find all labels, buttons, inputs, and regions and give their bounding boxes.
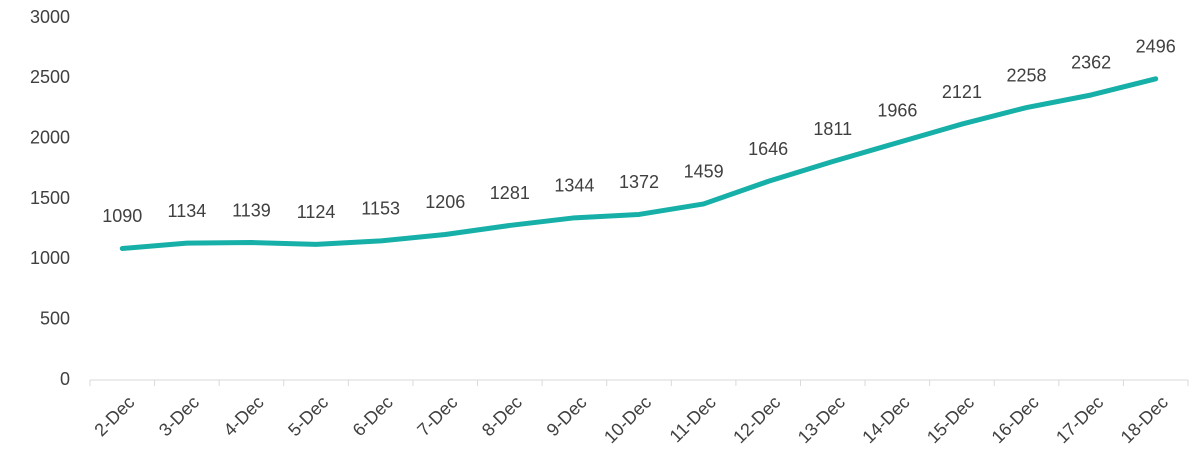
data-label: 2258 bbox=[1007, 65, 1047, 85]
x-tick-label: 10-Dec bbox=[600, 392, 655, 447]
data-label: 1134 bbox=[168, 201, 207, 221]
data-label: 2496 bbox=[1136, 37, 1176, 57]
x-tick-label: 17-Dec bbox=[1052, 392, 1107, 447]
x-tick-label: 16-Dec bbox=[988, 392, 1043, 447]
data-label: 1206 bbox=[425, 192, 465, 212]
x-tick-label: 18-Dec bbox=[1117, 392, 1172, 447]
x-tick-label: 12-Dec bbox=[729, 392, 784, 447]
data-label: 1966 bbox=[877, 101, 917, 121]
x-tick-label: 13-Dec bbox=[794, 392, 849, 447]
data-label: 1344 bbox=[554, 176, 594, 196]
data-label: 1811 bbox=[813, 119, 852, 139]
x-tick-label: 11-Dec bbox=[666, 392, 720, 446]
y-tick-label: 0 bbox=[60, 369, 70, 389]
data-label: 1139 bbox=[232, 200, 271, 220]
x-tick-label: 2-Dec bbox=[90, 392, 138, 440]
data-label: 1459 bbox=[684, 162, 724, 182]
x-tick-label: 7-Dec bbox=[413, 392, 461, 440]
data-label: 1281 bbox=[490, 183, 530, 203]
line bbox=[119, 76, 1159, 251]
data-label: 1646 bbox=[748, 139, 788, 159]
data-label: 1153 bbox=[361, 199, 400, 219]
data-label: 1124 bbox=[297, 202, 336, 222]
x-tick-label: 8-Dec bbox=[478, 392, 526, 440]
x-tick-label: 14-Dec bbox=[858, 392, 913, 447]
x-tick-label: 9-Dec bbox=[543, 392, 591, 440]
x-tick-label: 4-Dec bbox=[220, 392, 268, 440]
y-tick-label: 1000 bbox=[30, 248, 70, 268]
y-tick-label: 2500 bbox=[30, 67, 70, 87]
x-tick-label: 5-Dec bbox=[284, 392, 332, 440]
y-tick-label: 500 bbox=[40, 308, 70, 328]
y-tick-label: 2000 bbox=[30, 127, 70, 147]
data-label: 2362 bbox=[1071, 53, 1111, 73]
x-tick-label: 15-Dec bbox=[923, 392, 978, 447]
x-tick-label: 6-Dec bbox=[349, 392, 397, 440]
data-label: 1372 bbox=[619, 172, 659, 192]
y-tick-label: 1500 bbox=[30, 188, 70, 208]
data-label: 2121 bbox=[942, 82, 982, 102]
x-tick-label: 3-Dec bbox=[155, 392, 203, 440]
data-label: 1090 bbox=[102, 206, 142, 226]
y-tick-label: 3000 bbox=[30, 7, 70, 27]
